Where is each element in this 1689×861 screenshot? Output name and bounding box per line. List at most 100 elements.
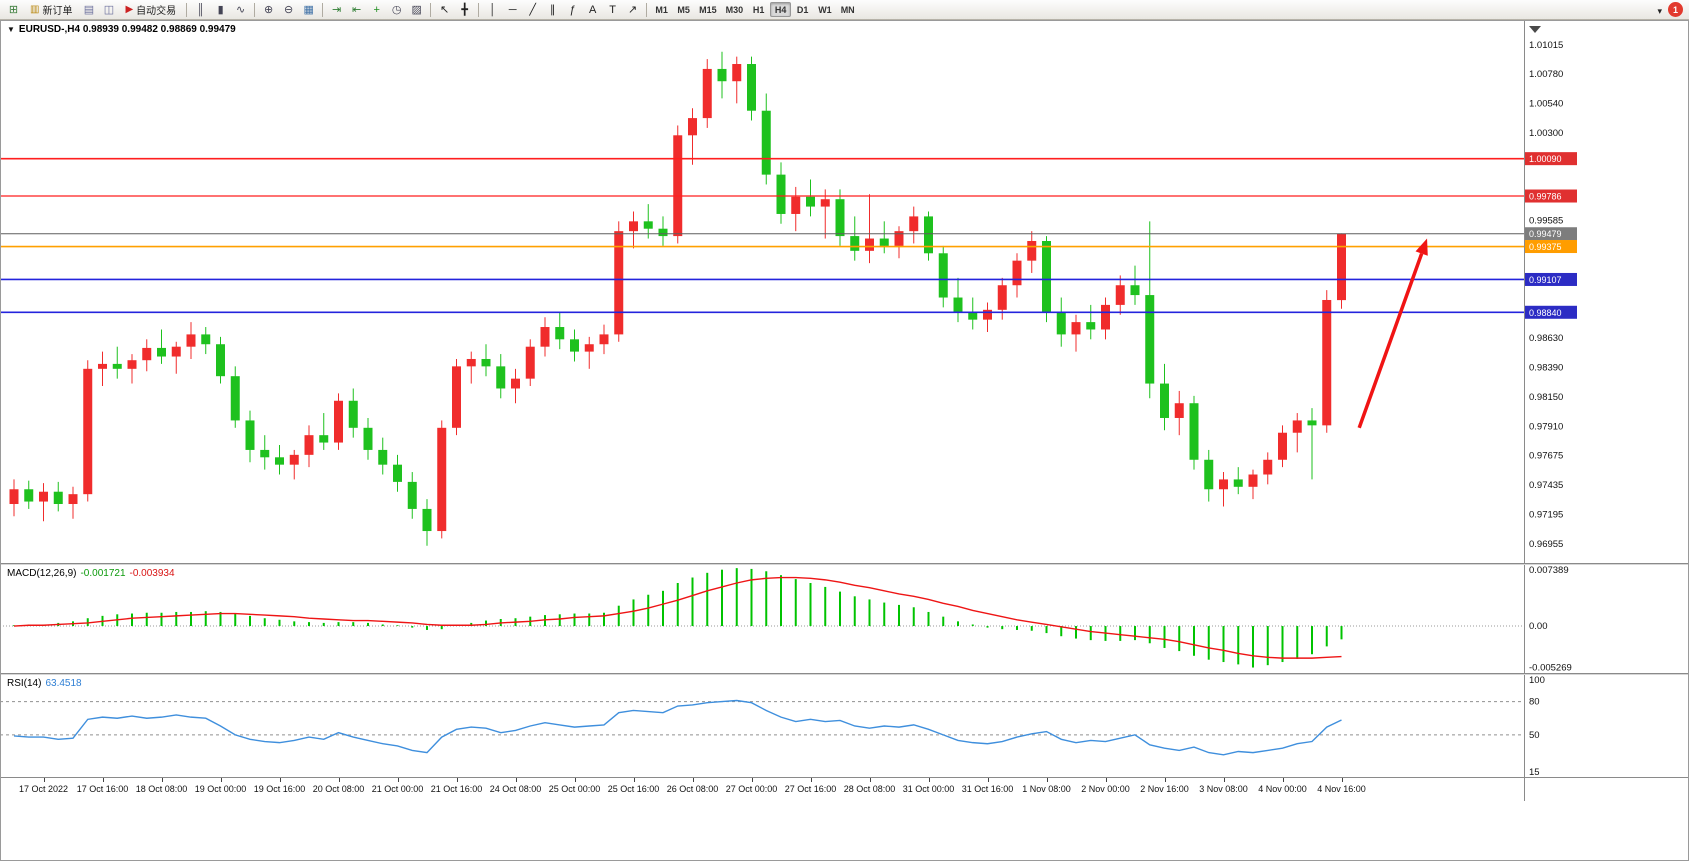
timeframe-h1[interactable]: H1 [752, 4, 765, 15]
trend-arrow[interactable] [1357, 253, 1424, 429]
time-label: 26 Oct 08:00 [666, 784, 719, 794]
svg-text:0.98150: 0.98150 [1529, 392, 1563, 403]
time-tick [1046, 778, 1048, 782]
zoom-in-button[interactable]: ⊕ [259, 1, 278, 18]
auto-scroll-button[interactable]: ⇥ [327, 1, 346, 18]
time-axis[interactable]: 17 Oct 2022 17 Oct 16:00 18 Oct 08:00 19 Oc… [0, 777, 1689, 801]
line-chart-button[interactable]: ∿ [231, 1, 250, 18]
time-label: 19 Oct 00:00 [194, 784, 247, 794]
new-order-button[interactable]: ▥ 新订单 [24, 1, 78, 18]
vertical-line-button[interactable]: │ [483, 1, 502, 18]
time-label: 24 Oct 08:00 [489, 784, 542, 794]
profiles-button[interactable]: ▤ [79, 1, 98, 18]
chart-window: 1.01015 1.00780 1.00540 1.00300 0.99585 0.993… [0, 20, 1689, 861]
cursor-icon: ↖ [440, 4, 450, 16]
chart-title: ▼ EURUSD-,H4 0.98939 0.99482 0.98869 0.99… [7, 24, 236, 35]
main-toolbar: ⊞ ▥ 新订单 ▤ ◫ ▶ 自动交易 ║ ▮ ∿ ⊕ ⊖ ▦ ⇥ ⇤ + ◷ ▨ ↖ ╋ │ ─ ╱ ∥ ƒ A T ↗ M1 M5 M15… [0, 0, 1689, 20]
auto-trading-icon: ▶ [125, 4, 134, 15]
svg-text:0.99786: 0.99786 [1529, 192, 1562, 202]
macd-signal-value: -0.003934 [129, 568, 175, 579]
time-tick [810, 778, 812, 782]
timeframe-m5[interactable]: M5 [677, 4, 690, 15]
svg-text:0.97435: 0.97435 [1529, 480, 1563, 491]
new-order-button-label: 新订单 [42, 6, 73, 17]
svg-text:0.99107: 0.99107 [1529, 275, 1562, 285]
timeframe-d1[interactable]: D1 [796, 4, 809, 15]
resistance-line-lower-badge [1525, 189, 1577, 203]
timeframe-m15[interactable]: M15 [699, 4, 717, 15]
chart-menu-icon[interactable]: ▼ [7, 25, 15, 34]
macd-panel[interactable]: 0.007389 0.00 -0.005269 [0, 565, 1689, 673]
svg-text:0.99375: 0.99375 [1529, 242, 1562, 252]
timeframe-m1[interactable]: M1 [655, 4, 668, 15]
candlestick-chart-button[interactable]: ▮ [211, 1, 230, 18]
time-tick [1223, 778, 1225, 782]
timeframe-mn[interactable]: MN [840, 4, 855, 15]
candles-series [9, 51, 1346, 546]
macd-label: MACD(12,26,9) -0.001721 -0.003934 [7, 568, 175, 579]
time-tick [1105, 778, 1107, 782]
time-tick [338, 778, 340, 782]
timeframe-h4[interactable]: H4 [770, 2, 792, 17]
macd-name: MACD(12,26,9) [7, 568, 77, 579]
indicators-button[interactable]: + [367, 1, 386, 18]
cursor-button[interactable]: ↖ [435, 1, 454, 18]
time-label: 4 Nov 00:00 [1258, 784, 1307, 794]
horizontal-line-icon: ─ [508, 3, 517, 16]
toolbar-separator [254, 2, 256, 17]
svg-text:0.98390: 0.98390 [1529, 363, 1563, 374]
fibonacci-button[interactable]: ƒ [563, 1, 582, 18]
macd-histogram [13, 568, 1343, 668]
chart-shift-button[interactable]: ⇤ [347, 1, 366, 18]
new-order-icon: ▥ [30, 4, 40, 15]
main-chart[interactable]: 1.01015 1.00780 1.00540 1.00300 0.99585 0.993… [0, 21, 1689, 563]
time-label: 25 Oct 00:00 [548, 784, 601, 794]
bar-chart-button[interactable]: ║ [191, 1, 210, 18]
time-tick [102, 778, 104, 782]
timeframe-m30[interactable]: M30 [725, 4, 744, 15]
arrows-button[interactable]: ↗ [623, 1, 642, 18]
support-line-lower-badge [1525, 305, 1577, 319]
periods-button[interactable]: ◷ [387, 1, 406, 18]
zoom-out-button[interactable]: ⊖ [279, 1, 298, 18]
templates-button[interactable]: ▨ [407, 1, 426, 18]
svg-text:0.97675: 0.97675 [1529, 450, 1563, 461]
time-label: 21 Oct 16:00 [430, 784, 483, 794]
tile-windows-button[interactable]: ▦ [299, 1, 318, 18]
time-label: 27 Oct 16:00 [784, 784, 837, 794]
svg-text:0.99479: 0.99479 [1529, 229, 1562, 239]
timeframe-w1[interactable]: W1 [818, 4, 832, 15]
window-list-button[interactable]: ◫ [99, 1, 118, 18]
svg-text:0.007389: 0.007389 [1529, 565, 1569, 576]
new-chart-icon: ⊞ [8, 4, 19, 16]
line-chart-icon: ∿ [236, 4, 246, 16]
fibonacci-icon: ƒ [569, 3, 576, 16]
panel-splitter[interactable] [0, 673, 1689, 675]
notification-badge[interactable]: 1 [1668, 2, 1683, 17]
bid-price-line-badge [1525, 227, 1577, 241]
indicators-icon: + [373, 3, 380, 16]
svg-text:0.96955: 0.96955 [1529, 539, 1563, 550]
time-label: 27 Oct 00:00 [725, 784, 778, 794]
new-chart-button[interactable]: ⊞ [4, 1, 23, 18]
time-tick [869, 778, 871, 782]
crosshair-button[interactable]: ╋ [455, 1, 474, 18]
svg-text:50: 50 [1529, 730, 1540, 741]
rsi-panel[interactable]: 100 80 50 15 [0, 675, 1689, 777]
text-button[interactable]: A [583, 1, 602, 18]
time-label: 31 Oct 00:00 [902, 784, 955, 794]
horizontal-line-button[interactable]: ─ [503, 1, 522, 18]
channel-button[interactable]: ∥ [543, 1, 562, 18]
trendline-button[interactable]: ╱ [523, 1, 542, 18]
auto-trading-button[interactable]: ▶ 自动交易 [119, 1, 182, 18]
panel-splitter[interactable] [0, 563, 1689, 565]
time-tick [1164, 778, 1166, 782]
svg-text:1.01015: 1.01015 [1529, 40, 1563, 51]
time-label: 31 Oct 16:00 [961, 784, 1014, 794]
chart-shift-icon: ⇤ [352, 4, 362, 16]
toolbar-overflow-icon[interactable]: ▾ [1657, 6, 1662, 16]
svg-text:1.00540: 1.00540 [1529, 98, 1563, 109]
price-axis[interactable]: 1.01015 1.00780 1.00540 1.00300 0.99585 0.993… [1529, 40, 1563, 550]
candlestick-chart-icon: ▮ [217, 4, 224, 16]
label-button[interactable]: T [603, 1, 622, 18]
